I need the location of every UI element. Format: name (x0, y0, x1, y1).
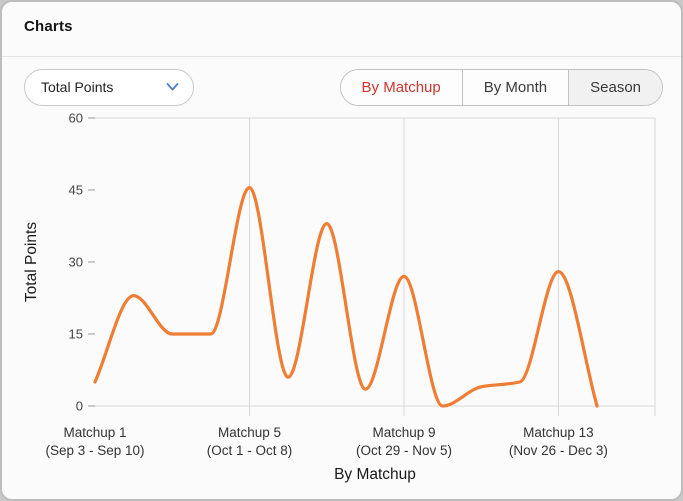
y-tick-label: 0 (76, 399, 83, 414)
series-line (93, 186, 599, 408)
total-points-line-chart: 0 15 30 45 60 Matchup 1 (Sep 3 - Sep 10) Matchu… (23, 111, 656, 483)
view-tabs: By Matchup By Month Season (339, 68, 663, 106)
y-tick-label: 15 (69, 327, 83, 342)
x-tick-sublabel: (Nov 26 - Dec 3) (509, 443, 608, 458)
metric-dropdown-value: Total Points (41, 79, 114, 95)
x-axis-title: By Matchup (334, 466, 416, 483)
y-tick-label: 60 (69, 111, 83, 126)
x-tick-sublabel: (Oct 1 - Oct 8) (207, 443, 293, 458)
page-title: Charts (24, 18, 73, 35)
x-tick-label: Matchup 5 (218, 425, 281, 440)
x-tick-sublabel: (Oct 29 - Nov 5) (356, 443, 452, 458)
chart-area: 0 15 30 45 60 Matchup 1 (Sep 3 - Sep 10) Matchu… (2, 106, 681, 498)
tab-season[interactable]: Season (568, 69, 662, 105)
x-tick-label: Matchup 9 (372, 425, 435, 440)
x-tick-label: Matchup 13 (523, 425, 594, 440)
y-tick-label: 45 (69, 183, 83, 198)
y-tick-label: 30 (69, 255, 83, 270)
chevron-down-icon (166, 83, 179, 91)
x-tick-sublabel: (Sep 3 - Sep 10) (45, 443, 144, 458)
x-tick-label: Matchup 1 (63, 425, 126, 440)
tab-by-month[interactable]: By Month (461, 69, 569, 105)
controls-row: Total Points By Matchup By Month Season (24, 68, 663, 106)
divider (2, 56, 681, 57)
metric-dropdown[interactable]: Total Points (24, 68, 194, 106)
tab-by-matchup[interactable]: By Matchup (340, 69, 462, 105)
y-axis-title: Total Points (23, 222, 40, 302)
